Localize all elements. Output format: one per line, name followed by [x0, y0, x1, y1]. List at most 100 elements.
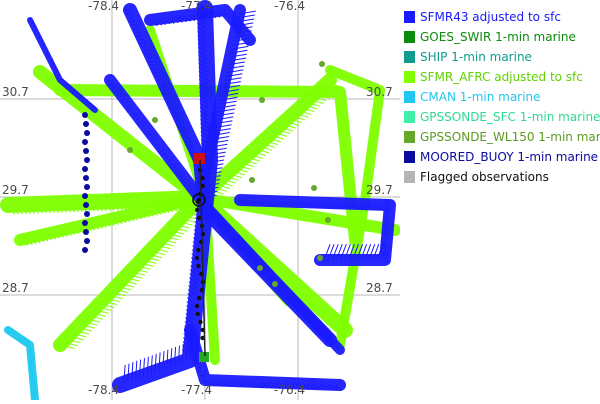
gpssonde-marker	[259, 97, 265, 103]
sfmr43-track-barbs	[323, 244, 392, 261]
dropsonde-point	[195, 311, 200, 317]
moored-buoy-marker	[84, 211, 90, 217]
sfmr-afrc-track-barbs	[362, 83, 381, 197]
legend-label: SHIP 1-min marine	[420, 50, 532, 64]
gpssonde-marker	[272, 281, 278, 287]
moored-buoy-marker	[84, 130, 90, 136]
legend-item[interactable]: Flagged observations	[404, 167, 600, 187]
legend-item[interactable]: SFMR43 adjusted to sfc	[404, 7, 600, 27]
gpssonde-marker	[311, 185, 317, 191]
legend-swatch	[404, 171, 415, 183]
sfmr43-track-barbs	[107, 79, 198, 197]
moored-buoy-marker	[82, 112, 88, 118]
cman-track-barbs	[7, 329, 29, 344]
legend-label: CMAN 1-min marine	[420, 90, 541, 104]
moored-buoy-marker	[83, 229, 89, 235]
legend-label: SFMR43 adjusted to sfc	[420, 10, 561, 24]
dropsonde-point	[200, 335, 205, 341]
latitude-label-left: 30.7	[2, 85, 29, 99]
sfmr43-track-barbs	[380, 198, 391, 257]
sfmr-afrc-track-barbs	[19, 198, 205, 246]
moored-buoy-marker	[84, 238, 90, 244]
dropsonde-point	[196, 295, 202, 301]
moored-buoy-marker	[84, 157, 90, 163]
gpssonde-marker	[317, 255, 323, 261]
moored-buoy-marker	[83, 148, 89, 154]
legend-item[interactable]: SFMR_AFRC adjusted to sfc	[404, 67, 600, 87]
dropsonde-point	[194, 303, 200, 309]
legend-swatch	[404, 71, 415, 83]
legend-item[interactable]: GOES_SWIR 1-min marine	[404, 27, 600, 47]
storm-center-dot	[197, 198, 201, 202]
map-canvas[interactable]: -78.4 -78.4 -77.4 -77.4 -76.4 -76.4 30.7 30.7 29…	[0, 0, 401, 404]
dropsonde-point	[200, 183, 205, 189]
flight-tracks	[0, 0, 401, 404]
sfmr43-track-barbs	[196, 3, 211, 157]
legend-swatch	[404, 131, 415, 143]
moored-buoy-marker	[84, 184, 90, 190]
moored-buoy-marker	[83, 175, 89, 181]
dropsonde-point	[196, 247, 201, 253]
gpssonde-marker	[319, 61, 325, 67]
legend-item[interactable]: CMAN 1-min marine	[404, 87, 600, 107]
moored-buoy-marker	[82, 166, 88, 172]
longitude-label-top: -78.4	[88, 0, 119, 13]
moored-buoy-marker	[82, 139, 88, 145]
track-start-marker	[194, 153, 205, 164]
dropsonde-point	[194, 255, 200, 261]
sfmr43-track-barbs	[185, 327, 205, 377]
legend-swatch	[404, 151, 415, 163]
storm-center-marker	[192, 193, 206, 207]
sfmr43-track-barbs	[239, 199, 392, 212]
gpssonde-marker	[249, 177, 255, 183]
moored-buoy-marker	[82, 247, 88, 253]
legend-swatch	[404, 51, 415, 63]
moored-buoy-marker	[83, 202, 89, 208]
legend-label: SFMR_AFRC adjusted to sfc	[420, 70, 583, 84]
dropsonde-point	[196, 263, 201, 269]
gpssonde-marker	[257, 265, 263, 271]
legend-item[interactable]: SHIP 1-min marine	[404, 47, 600, 67]
sfmr43-track-barbs	[59, 78, 95, 108]
sfmr-afrc-track-barbs	[329, 69, 380, 93]
legend-item[interactable]: MOORED_BUOY 1-min marine	[404, 147, 600, 167]
legend-label: GOES_SWIR 1-min marine	[420, 30, 576, 44]
legend: SFMR43 adjusted to sfc GOES_SWIR 1-min ma…	[404, 7, 600, 187]
legend-label: Flagged observations	[420, 170, 549, 184]
legend-item[interactable]: GPSSONDE_SFC 1-min marine	[404, 107, 600, 127]
cman-track-barbs	[28, 340, 36, 396]
dropsonde-point	[194, 207, 200, 213]
latitude-label-right: 30.7	[366, 85, 393, 99]
latitude-label-left: 28.7	[2, 281, 29, 295]
moored-buoy-marker	[82, 193, 88, 199]
dropsonde-point	[198, 319, 203, 325]
sfmr43-track-barbs	[29, 17, 60, 77]
dropsonde-point	[200, 175, 205, 181]
sfmr43-track-barbs	[222, 9, 248, 39]
track-end-marker	[199, 352, 209, 362]
legend-swatch	[404, 31, 415, 43]
legend-swatch	[404, 11, 415, 23]
legend-item[interactable]: GPSSONDE_WL150 1-min marine	[404, 127, 600, 147]
gpssonde-marker	[127, 147, 133, 153]
latitude-label-right: 28.7	[366, 281, 393, 295]
wind-observation-map[interactable]: -78.4 -78.4 -77.4 -77.4 -76.4 -76.4 30.7 30.7 29…	[0, 0, 401, 404]
moored-buoy-marker	[82, 220, 88, 226]
gpssonde-marker	[152, 117, 158, 123]
longitude-label-top: -77.4	[181, 0, 212, 13]
gpssonde-marker	[325, 217, 331, 223]
longitude-label-bottom: -78.4	[88, 383, 119, 397]
longitude-label-bottom: -76.4	[274, 383, 305, 397]
cman-track	[4, 326, 39, 404]
sfmr43-track-barbs	[124, 9, 199, 158]
dropsonde-point	[196, 215, 202, 221]
moored-buoy-marker	[83, 121, 89, 127]
sfmr43-track-barbs	[208, 209, 338, 349]
sfmr43-track	[205, 205, 345, 355]
legend-label: GPSSONDE_SFC 1-min marine	[420, 110, 600, 124]
legend-label: GPSSONDE_WL150 1-min marine	[420, 130, 600, 144]
latitude-label-left: 29.7	[2, 183, 29, 197]
latitude-label-right: 29.7	[366, 183, 393, 197]
longitude-label-bottom: -77.4	[181, 383, 212, 397]
legend-swatch	[404, 91, 415, 103]
